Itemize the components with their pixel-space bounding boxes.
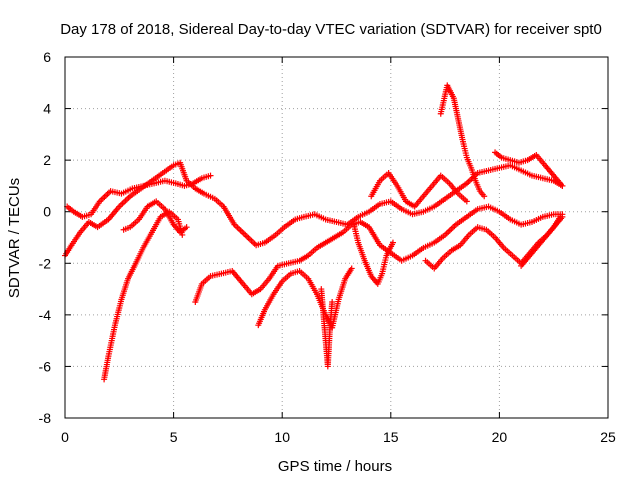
y-tick-label: -4 xyxy=(39,307,52,323)
y-tick-label: -6 xyxy=(39,358,52,374)
x-tick-labels: 0 5 10 15 20 25 xyxy=(61,429,616,445)
grid xyxy=(65,57,608,418)
series-track-10 xyxy=(350,221,396,287)
y-tick-label: 0 xyxy=(43,204,51,220)
data-marks xyxy=(62,82,566,383)
data-point xyxy=(207,172,214,179)
series-track-7 xyxy=(318,286,336,370)
data-point xyxy=(557,213,564,220)
data-point xyxy=(183,224,190,231)
y-tick-labels: -8 -6 -4 -2 0 2 4 6 xyxy=(39,49,52,426)
data-point xyxy=(481,193,488,200)
chart-title: Day 178 of 2018, Sidereal Day-to-day VTE… xyxy=(60,21,602,38)
series-track-8 xyxy=(437,82,488,200)
data-point xyxy=(389,239,396,246)
data-point xyxy=(559,182,566,189)
y-tick-label: 4 xyxy=(43,101,51,117)
x-tick-label: 25 xyxy=(600,429,616,445)
data-point xyxy=(463,198,470,205)
x-tick-label: 5 xyxy=(170,429,178,445)
y-tick-label: 6 xyxy=(43,49,51,65)
series-track-2 xyxy=(64,172,214,220)
y-tick-label: -8 xyxy=(39,410,52,426)
x-axis-label: GPS time / hours xyxy=(278,458,392,475)
x-tick-label: 20 xyxy=(492,429,508,445)
y-axis-label: SDTVAR / TECUs xyxy=(6,178,23,298)
series-track-9 xyxy=(368,170,470,210)
plot-frame xyxy=(64,56,609,419)
x-tick-label: 10 xyxy=(274,429,290,445)
series-track-3 xyxy=(101,208,186,383)
series-track-13 xyxy=(492,149,566,189)
series-track-1 xyxy=(62,159,566,259)
x-tick-label: 0 xyxy=(61,429,69,445)
data-point xyxy=(329,298,336,305)
y-tick-label: 2 xyxy=(43,152,51,168)
series-track-12 xyxy=(518,213,564,269)
series-track-4 xyxy=(120,198,190,236)
x-tick-label: 15 xyxy=(383,429,399,445)
data-point xyxy=(348,265,355,272)
y-tick-label: -2 xyxy=(39,255,52,271)
